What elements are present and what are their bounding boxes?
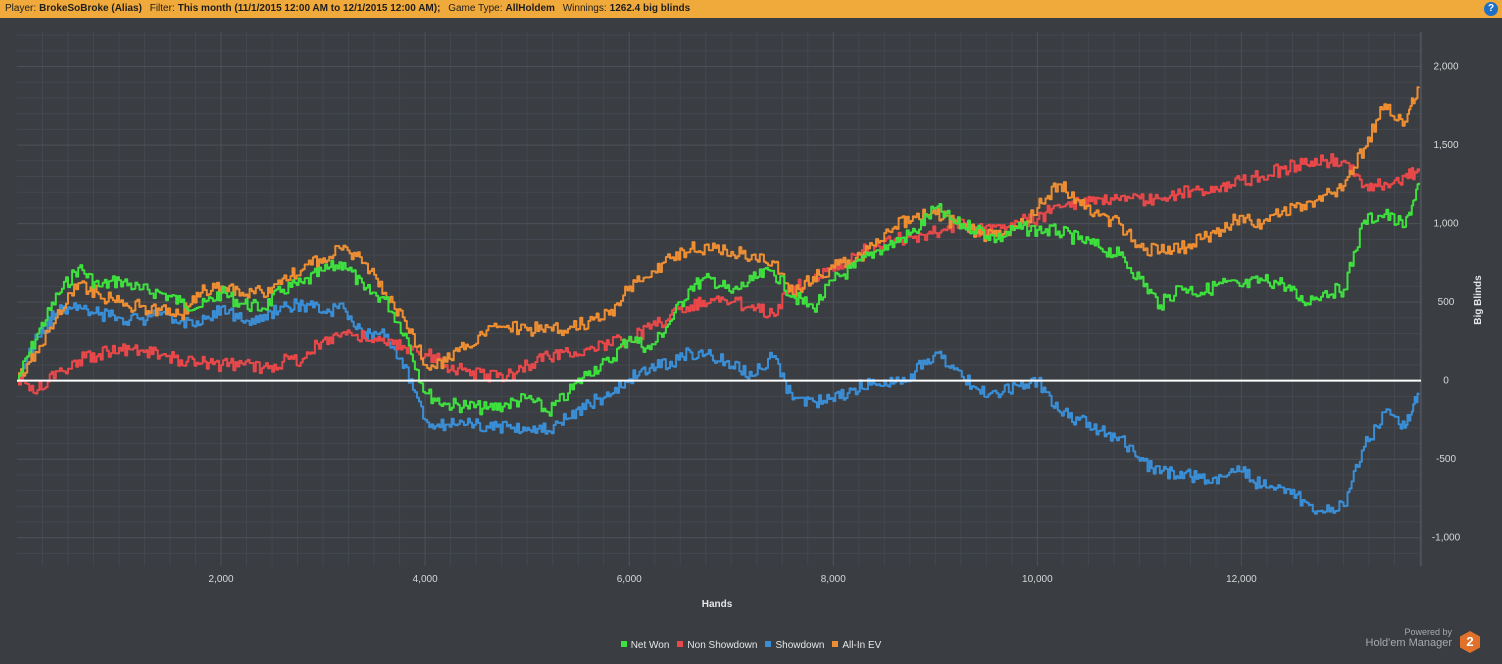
filter-value[interactable]: This month (11/1/2015 12:00 AM to 12/1/2…: [177, 3, 441, 14]
player-value[interactable]: BrokeSoBroke (Alias): [39, 3, 142, 14]
series-line-non-showdown: [17, 153, 1420, 395]
y-tick-labels: 2,000 1,500 1,000 500 0 -500 -1,000: [1432, 62, 1461, 544]
legend-label: Net Won: [630, 640, 670, 651]
legend-swatch: [832, 641, 839, 647]
y-tick-label: -500: [1436, 454, 1456, 465]
chart-panel: 2,000 4,000 6,000 8,000 10,000 12,000 2,000 1,…: [0, 18, 1502, 659]
legend-item[interactable]: Net Won: [620, 640, 670, 651]
legend-label: Non Showdown: [687, 640, 758, 651]
legend-label: Showdown: [775, 640, 825, 651]
y-tick-label: -1,000: [1432, 533, 1461, 544]
x-tick-label: 10,000: [1022, 574, 1053, 585]
chart-legend: Net Won Non Showdown Showdown All-In EV: [0, 640, 1502, 654]
x-tick-label: 8,000: [821, 574, 846, 585]
legend-label: All-In EV: [842, 640, 882, 651]
help-icon[interactable]: ?: [1484, 2, 1498, 16]
x-tick-label: 6,000: [617, 574, 642, 585]
filter-label: Filter:: [149, 3, 175, 14]
legend-item[interactable]: Non Showdown: [677, 640, 757, 651]
series-line-showdown: [17, 298, 1420, 515]
legend-swatch: [677, 641, 684, 647]
y-tick-label: 2,000: [1433, 62, 1458, 73]
x-axis-label: Hands: [702, 599, 733, 610]
product-name: Hold'em Manager: [1365, 637, 1452, 649]
gametype-value[interactable]: AllHoldem: [505, 3, 555, 14]
y-tick-label: 1,000: [1433, 219, 1458, 230]
powered-by: Powered by Hold'em Manager: [1366, 627, 1452, 649]
x-tick-label: 2,000: [209, 574, 234, 585]
filter-header-bar: Player: BrokeSoBroke (Alias) Filter: This …: [0, 0, 1502, 18]
series-layer: [17, 86, 1420, 515]
x-tick-labels: 2,000 4,000 6,000 8,000 10,000 12,000: [209, 574, 1258, 585]
winnings-line-chart: 2,000 4,000 6,000 8,000 10,000 12,000 2,000 1,…: [17, 32, 1484, 610]
grid-minor: [17, 32, 1421, 566]
legend-item[interactable]: Showdown: [765, 640, 824, 651]
legend-swatch: [620, 641, 627, 647]
hm2-logo-icon: 2: [1460, 631, 1480, 653]
series-line-all-in-ev: [17, 86, 1420, 382]
winnings-value: 1262.4 big blinds: [609, 3, 691, 14]
gametype-label: Game Type:: [448, 3, 503, 14]
x-tick-label: 4,000: [413, 574, 438, 585]
player-label: Player:: [5, 3, 37, 14]
y-tick-label: 500: [1438, 297, 1455, 308]
legend-item[interactable]: All-In EV: [832, 640, 881, 651]
powered-by-text: Powered by: [1404, 627, 1452, 637]
legend-swatch: [765, 641, 772, 647]
y-tick-label: 1,500: [1433, 140, 1458, 151]
y-axis-label: Big Blinds: [1473, 275, 1484, 325]
x-tick-label: 12,000: [1226, 574, 1257, 585]
series-line-net-won: [17, 182, 1420, 417]
winnings-label: Winnings:: [562, 3, 607, 14]
y-tick-label: 0: [1443, 376, 1449, 387]
